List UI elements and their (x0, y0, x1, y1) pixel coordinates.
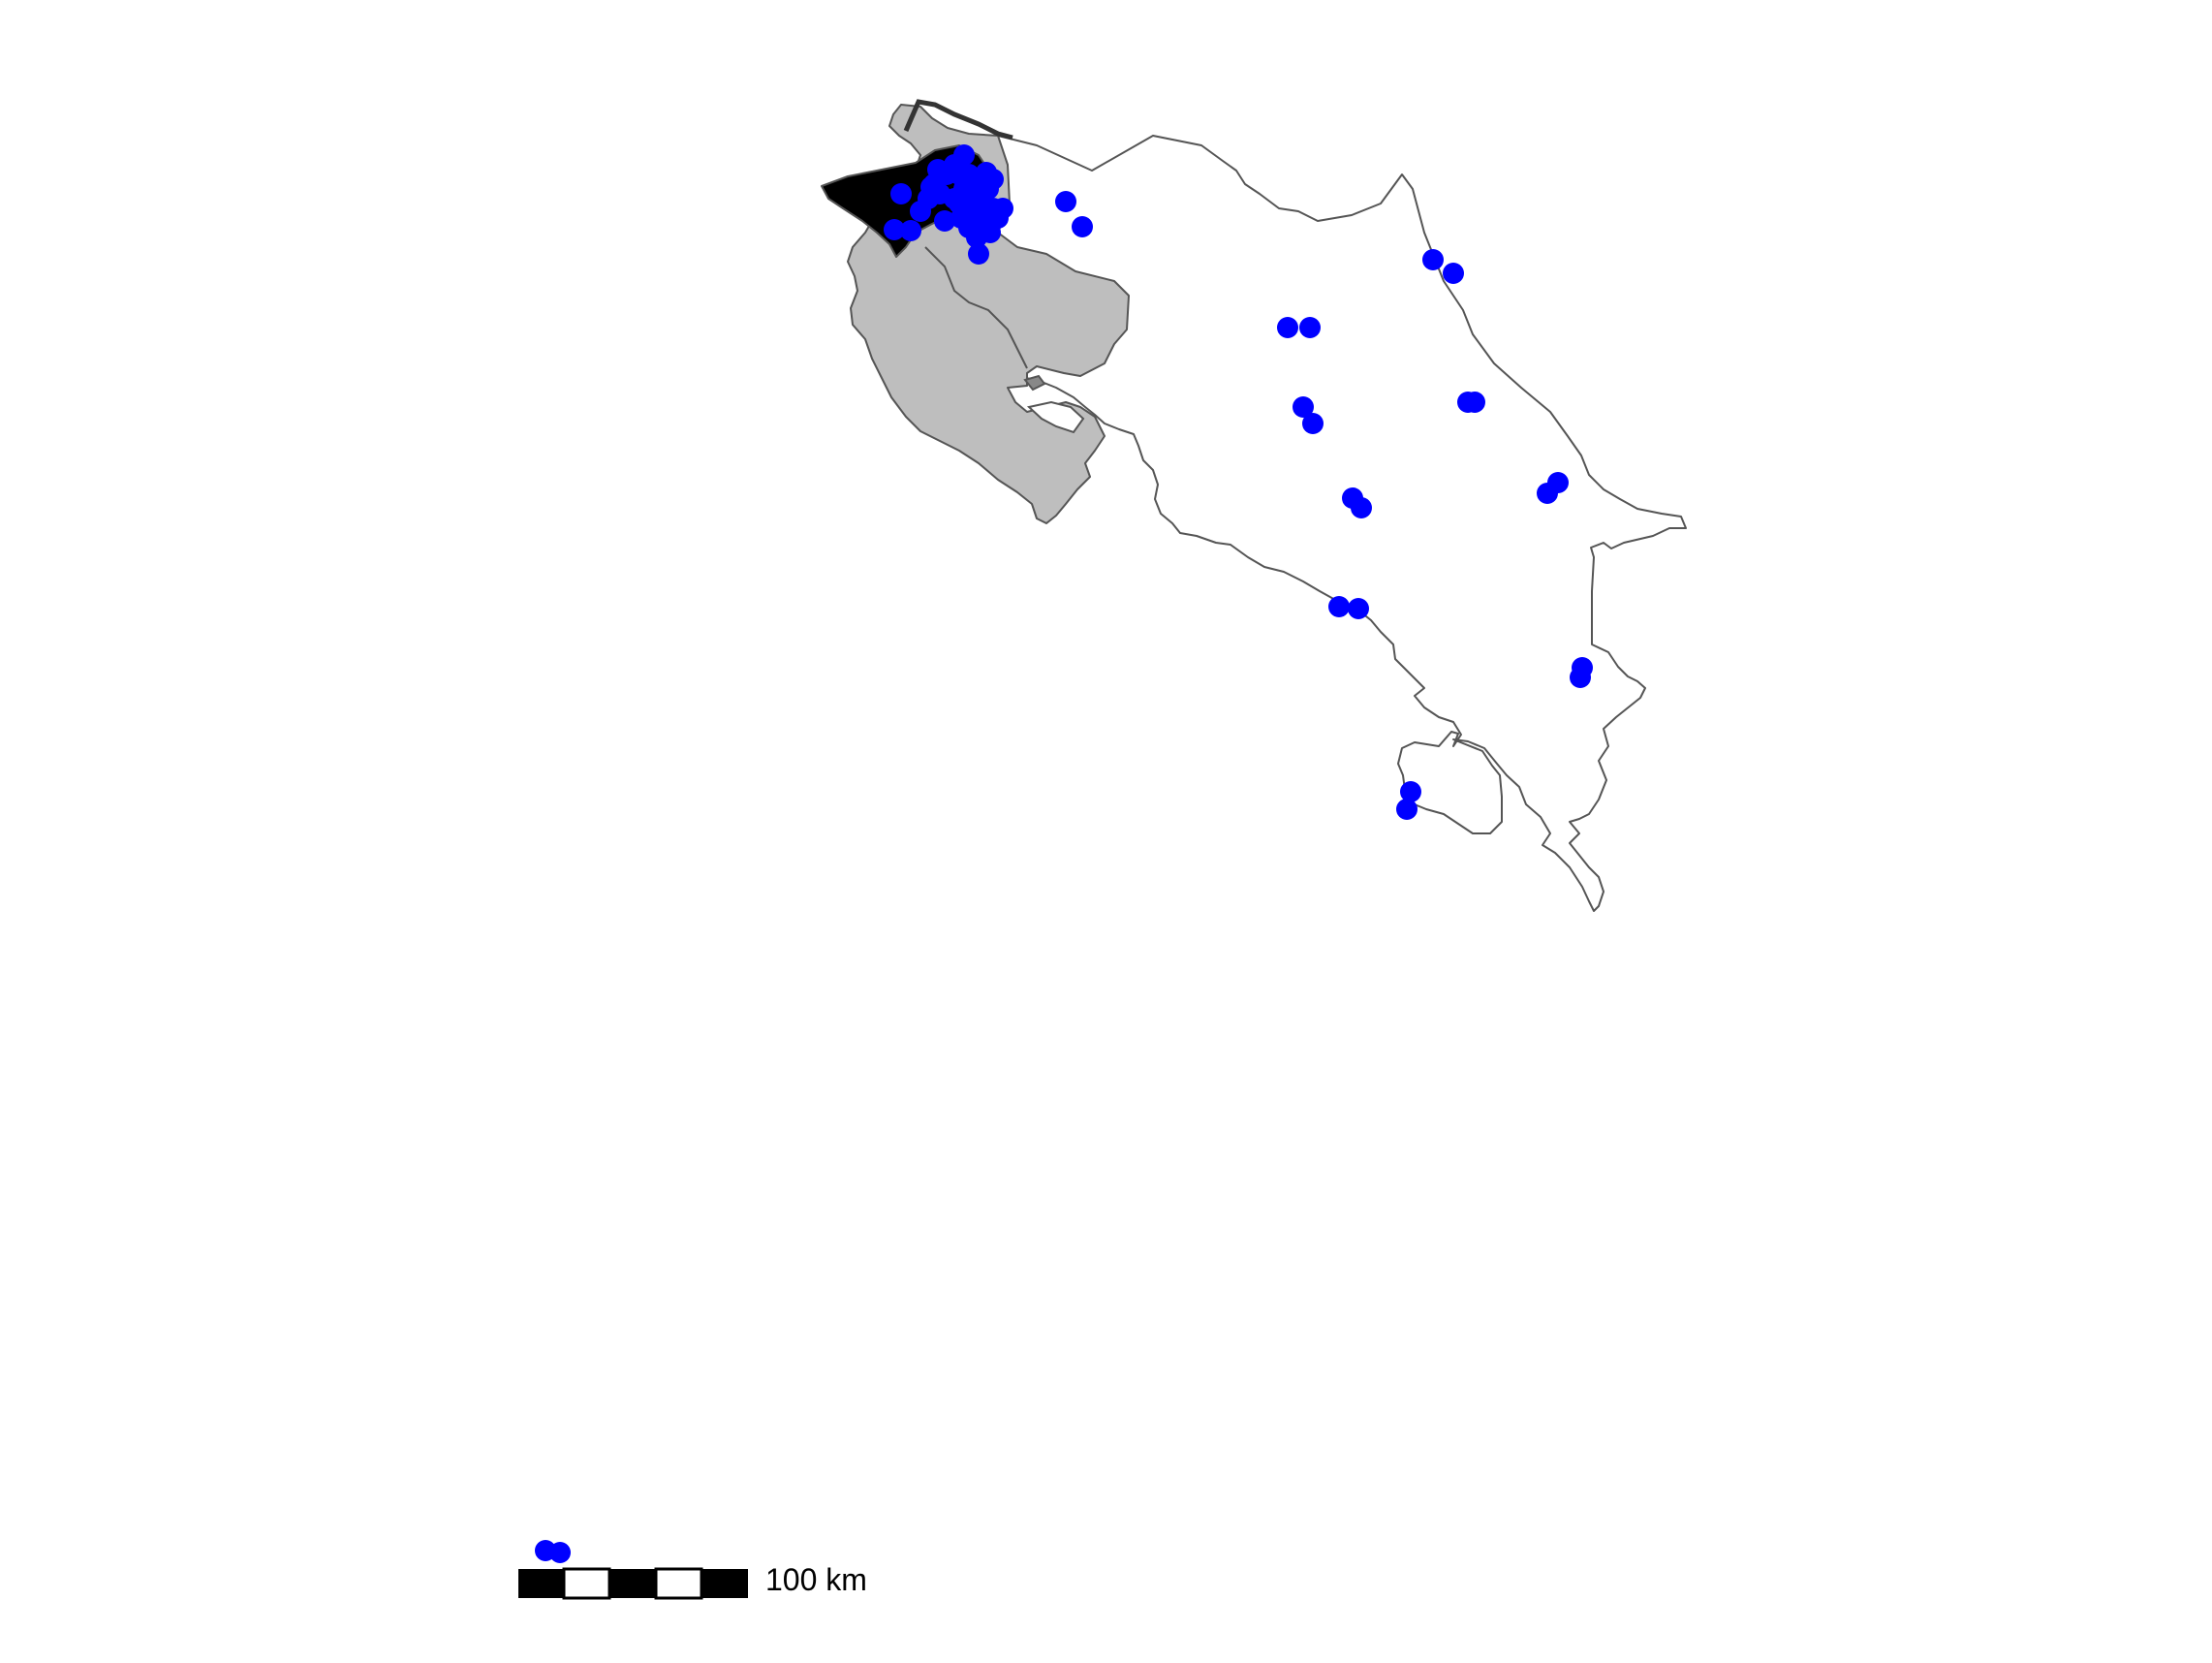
scale-bar-segment (562, 1567, 611, 1600)
occurrence-dot-icon (1547, 472, 1569, 493)
occurrence-dot-icon (900, 220, 921, 241)
border-accent (903, 99, 1013, 141)
scale-bar-segment (654, 1567, 703, 1600)
occurrence-dot-icon (890, 183, 912, 204)
scale-bar (518, 1567, 748, 1600)
region-boundary (924, 246, 1028, 369)
occurrence-dot-icon (1422, 249, 1444, 270)
occurrence-dot-icon (976, 162, 997, 183)
occurrence-dot-icon (1328, 596, 1350, 617)
occurrence-dot-icon (1396, 799, 1418, 820)
occurrence-points (884, 144, 1593, 820)
occurrence-dot-icon (966, 227, 987, 248)
occurrence-dot-icon (918, 188, 939, 209)
scale-bar-segment (609, 1569, 656, 1598)
occurrence-dot-icon (950, 207, 972, 229)
occurrence-dot-icon (944, 188, 965, 209)
occurrence-dot-icon (1302, 413, 1324, 434)
occurrence-dot-icon (968, 243, 989, 265)
occurrence-dot-icon (992, 198, 1013, 219)
occurrence-dot-icon (1072, 216, 1093, 237)
occurrence-dot-icon (1293, 396, 1314, 418)
occurrence-dot-icon (884, 219, 905, 240)
occurrence-dot-icon (927, 159, 949, 180)
occurrence-dot-icon (1443, 263, 1464, 284)
gulf-feature (1026, 400, 1085, 434)
occurrence-dot-icon (1351, 497, 1372, 518)
occurrence-dot-icon (934, 210, 955, 232)
lake-feature (1023, 374, 1046, 392)
scale-bar-segment (701, 1569, 748, 1598)
occurrence-dot-icon (1348, 598, 1369, 619)
occurrence-dot-icon (1277, 317, 1298, 338)
legend-dot-icon (549, 1542, 571, 1563)
occurrence-dot-icon (1464, 392, 1485, 413)
occurrence-dot-icon (953, 144, 975, 166)
occurrence-dot-icon (1055, 191, 1076, 212)
occurrence-dot-icon (1299, 317, 1321, 338)
occurrence-dot-icon (1570, 667, 1591, 688)
occurrence-dot-icon (1400, 781, 1421, 802)
scale-bar-label: 100 km (765, 1562, 867, 1597)
scale-bar-segment (518, 1569, 564, 1598)
